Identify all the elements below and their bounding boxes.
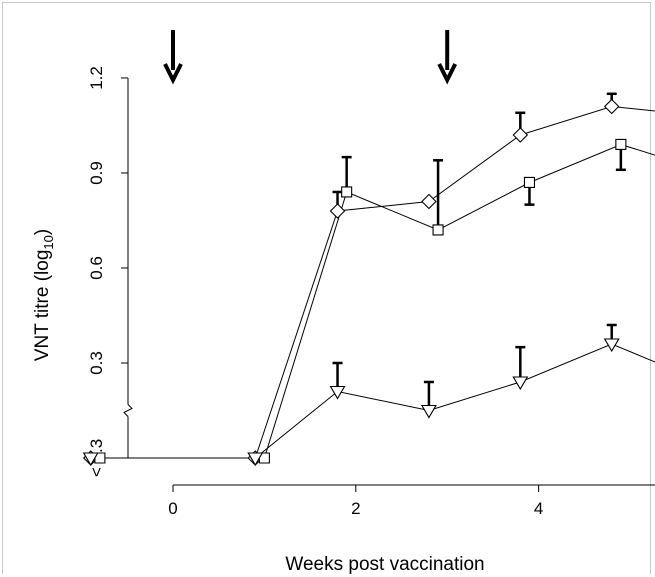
vaccination-arrow-head bbox=[437, 63, 457, 85]
marker-triangle-down bbox=[82, 452, 99, 467]
marker-square bbox=[94, 452, 106, 464]
y-tick-label: 0.9 bbox=[87, 161, 106, 185]
marker-triangle-down bbox=[420, 404, 437, 419]
y-tick-label: 0.6 bbox=[87, 256, 106, 280]
marker-diamond bbox=[421, 193, 437, 210]
y-axis-title: VNT titre (log10) bbox=[32, 229, 56, 361]
marker-diamond bbox=[512, 127, 529, 143]
marker-triangle-down bbox=[603, 338, 620, 353]
y-axis-title-main: VNT titre (log bbox=[32, 250, 53, 362]
error-bars bbox=[332, 92, 626, 411]
x-tick-label: 2 bbox=[351, 499, 360, 518]
x-tick-label: 0 bbox=[168, 499, 177, 518]
series-lines bbox=[90, 105, 655, 459]
series-line-square bbox=[99, 143, 655, 459]
marker-square bbox=[258, 452, 270, 464]
y-tick-label: 0.3 bbox=[87, 351, 106, 375]
axes: < 0.30.30.60.91.20246810 bbox=[87, 66, 655, 518]
vaccination-arrow-head bbox=[163, 63, 183, 85]
marker-square bbox=[523, 176, 536, 189]
y-axis-title-subscript: 10 bbox=[41, 235, 56, 249]
series-markers bbox=[82, 98, 627, 467]
marker-diamond bbox=[603, 98, 620, 115]
x-tick-label: 4 bbox=[534, 499, 543, 518]
marker-square bbox=[432, 224, 444, 236]
y-axis-break bbox=[123, 404, 133, 417]
y-axis-title-suffix: ) bbox=[32, 229, 53, 235]
marker-square bbox=[341, 186, 353, 198]
y-tick-label: 1.2 bbox=[87, 66, 106, 90]
marker-square bbox=[615, 138, 627, 151]
x-axis-title: Weeks post vaccination bbox=[285, 554, 484, 575]
marker-triangle-down bbox=[512, 376, 529, 391]
vaccination-arrows bbox=[163, 30, 457, 85]
series-line-triangle-down bbox=[90, 343, 655, 459]
marker-triangle-down bbox=[247, 452, 264, 467]
series-line-diamond bbox=[90, 105, 655, 459]
marker-diamond bbox=[329, 203, 346, 219]
marker-triangle-down bbox=[329, 385, 346, 400]
